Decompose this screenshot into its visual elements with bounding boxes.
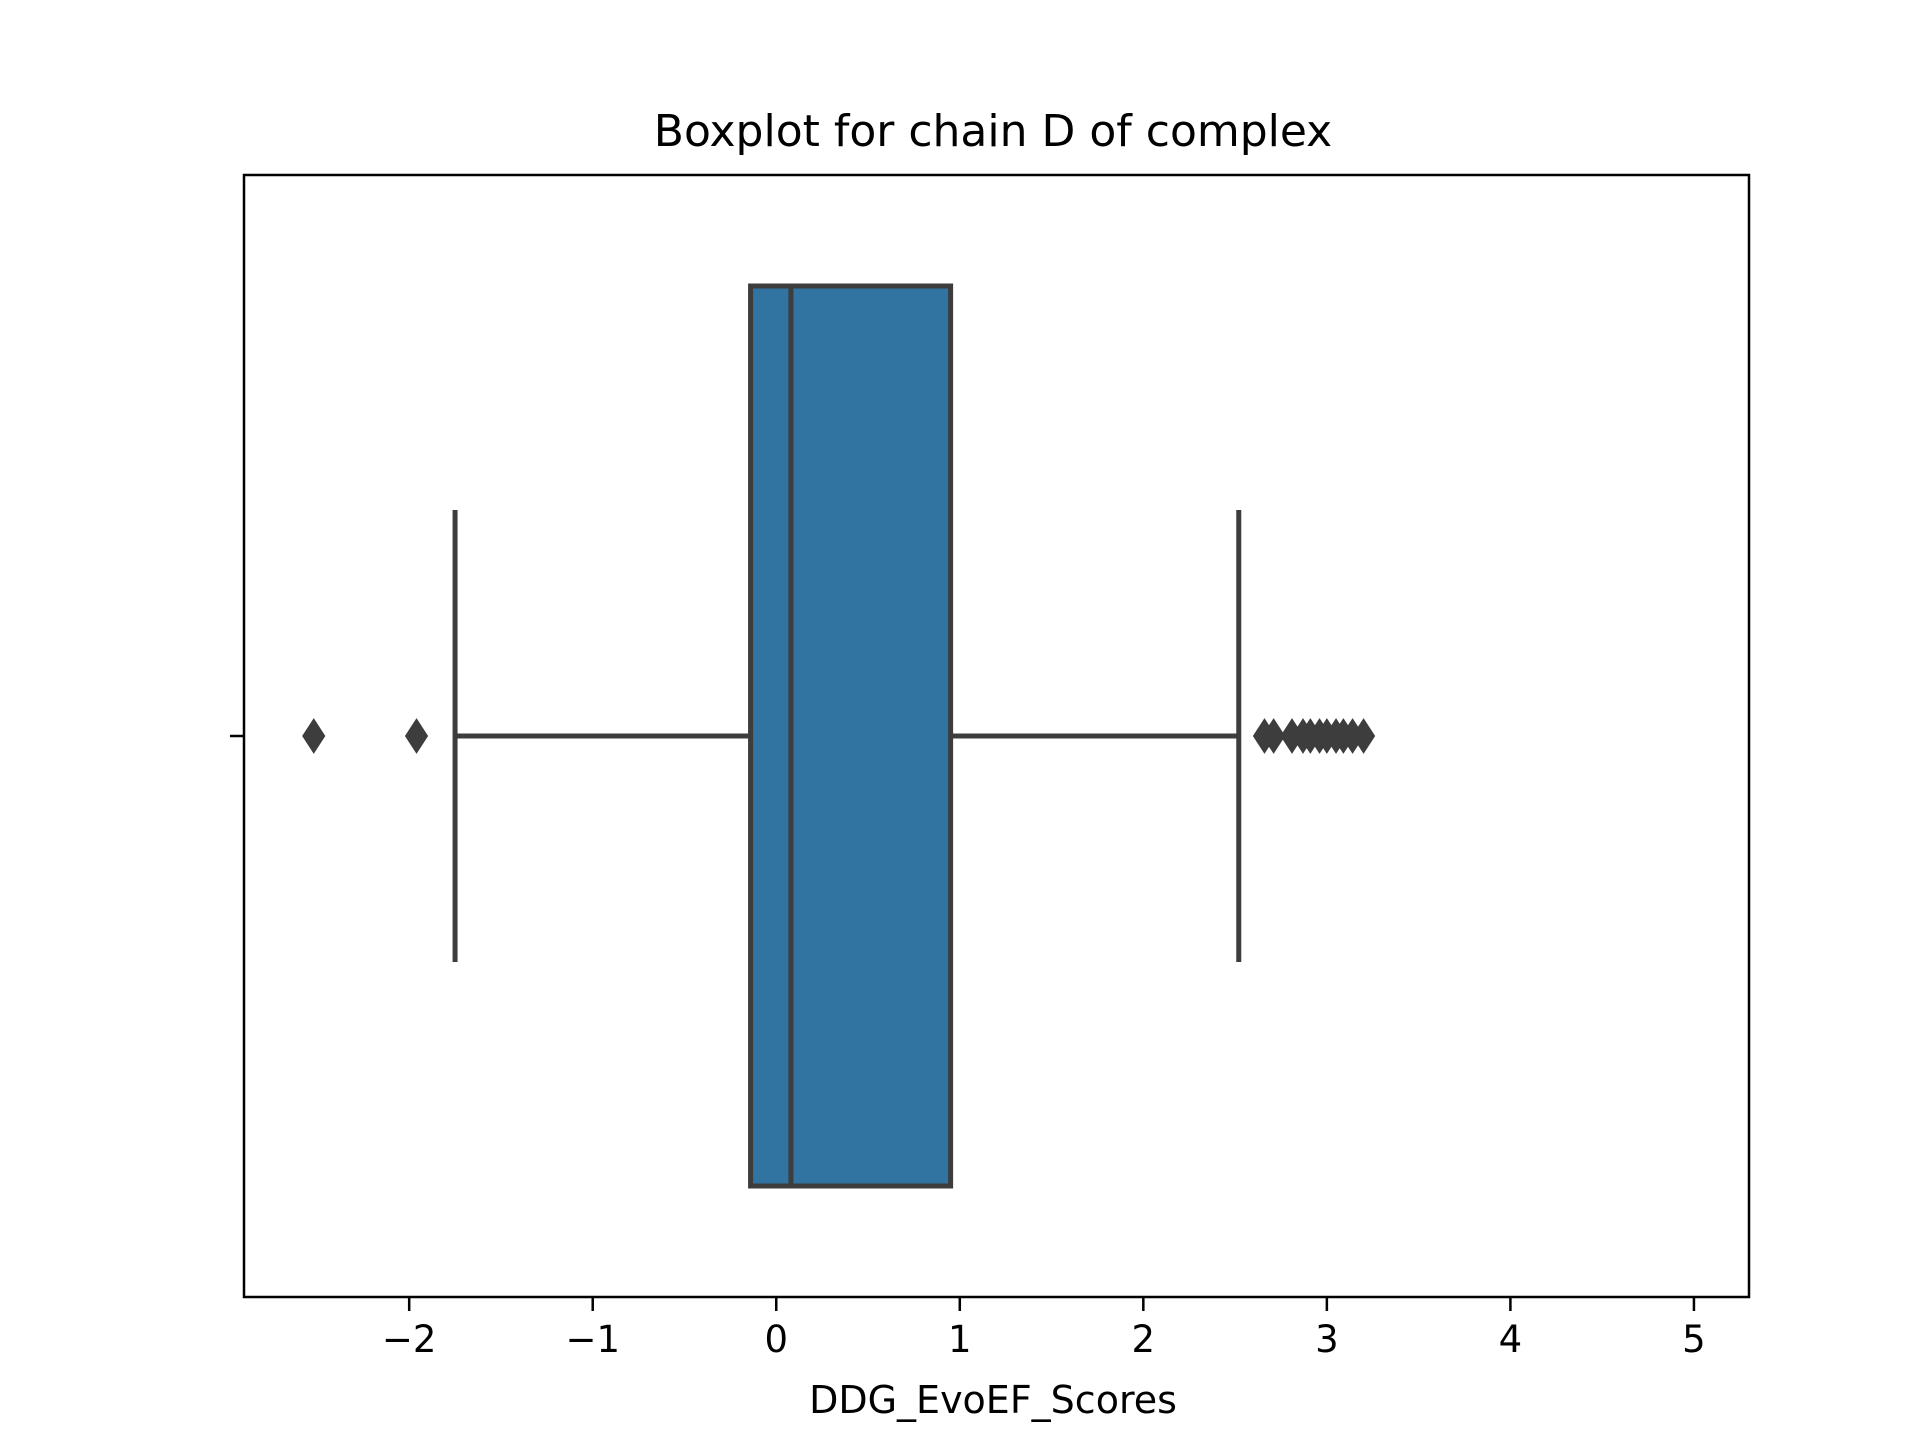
outlier-point	[302, 718, 326, 754]
x-tick-label: 3	[1315, 1318, 1339, 1361]
chart-title: Boxplot for chain D of complex	[654, 106, 1332, 157]
x-tick-label: 5	[1682, 1318, 1706, 1361]
x-tick-label: −1	[565, 1318, 620, 1361]
x-axis-ticks: −2 −1 0 1 2 3 4 5	[382, 1297, 1706, 1361]
axes-frame	[242, 173, 1751, 1299]
x-tick-label: 2	[1132, 1318, 1156, 1361]
x-tick-label: 0	[764, 1318, 788, 1361]
x-tick-label: −2	[382, 1318, 437, 1361]
plot-area	[230, 283, 1376, 1189]
outlier-point	[1351, 718, 1376, 754]
outlier-point	[1262, 718, 1286, 754]
x-tick-label: 1	[948, 1318, 972, 1361]
iqr-box	[748, 283, 954, 1189]
outlier-point	[404, 718, 429, 754]
x-tick-label: 4	[1499, 1318, 1523, 1361]
x-axis-label: DDG_EvoEF_Scores	[809, 1378, 1177, 1422]
